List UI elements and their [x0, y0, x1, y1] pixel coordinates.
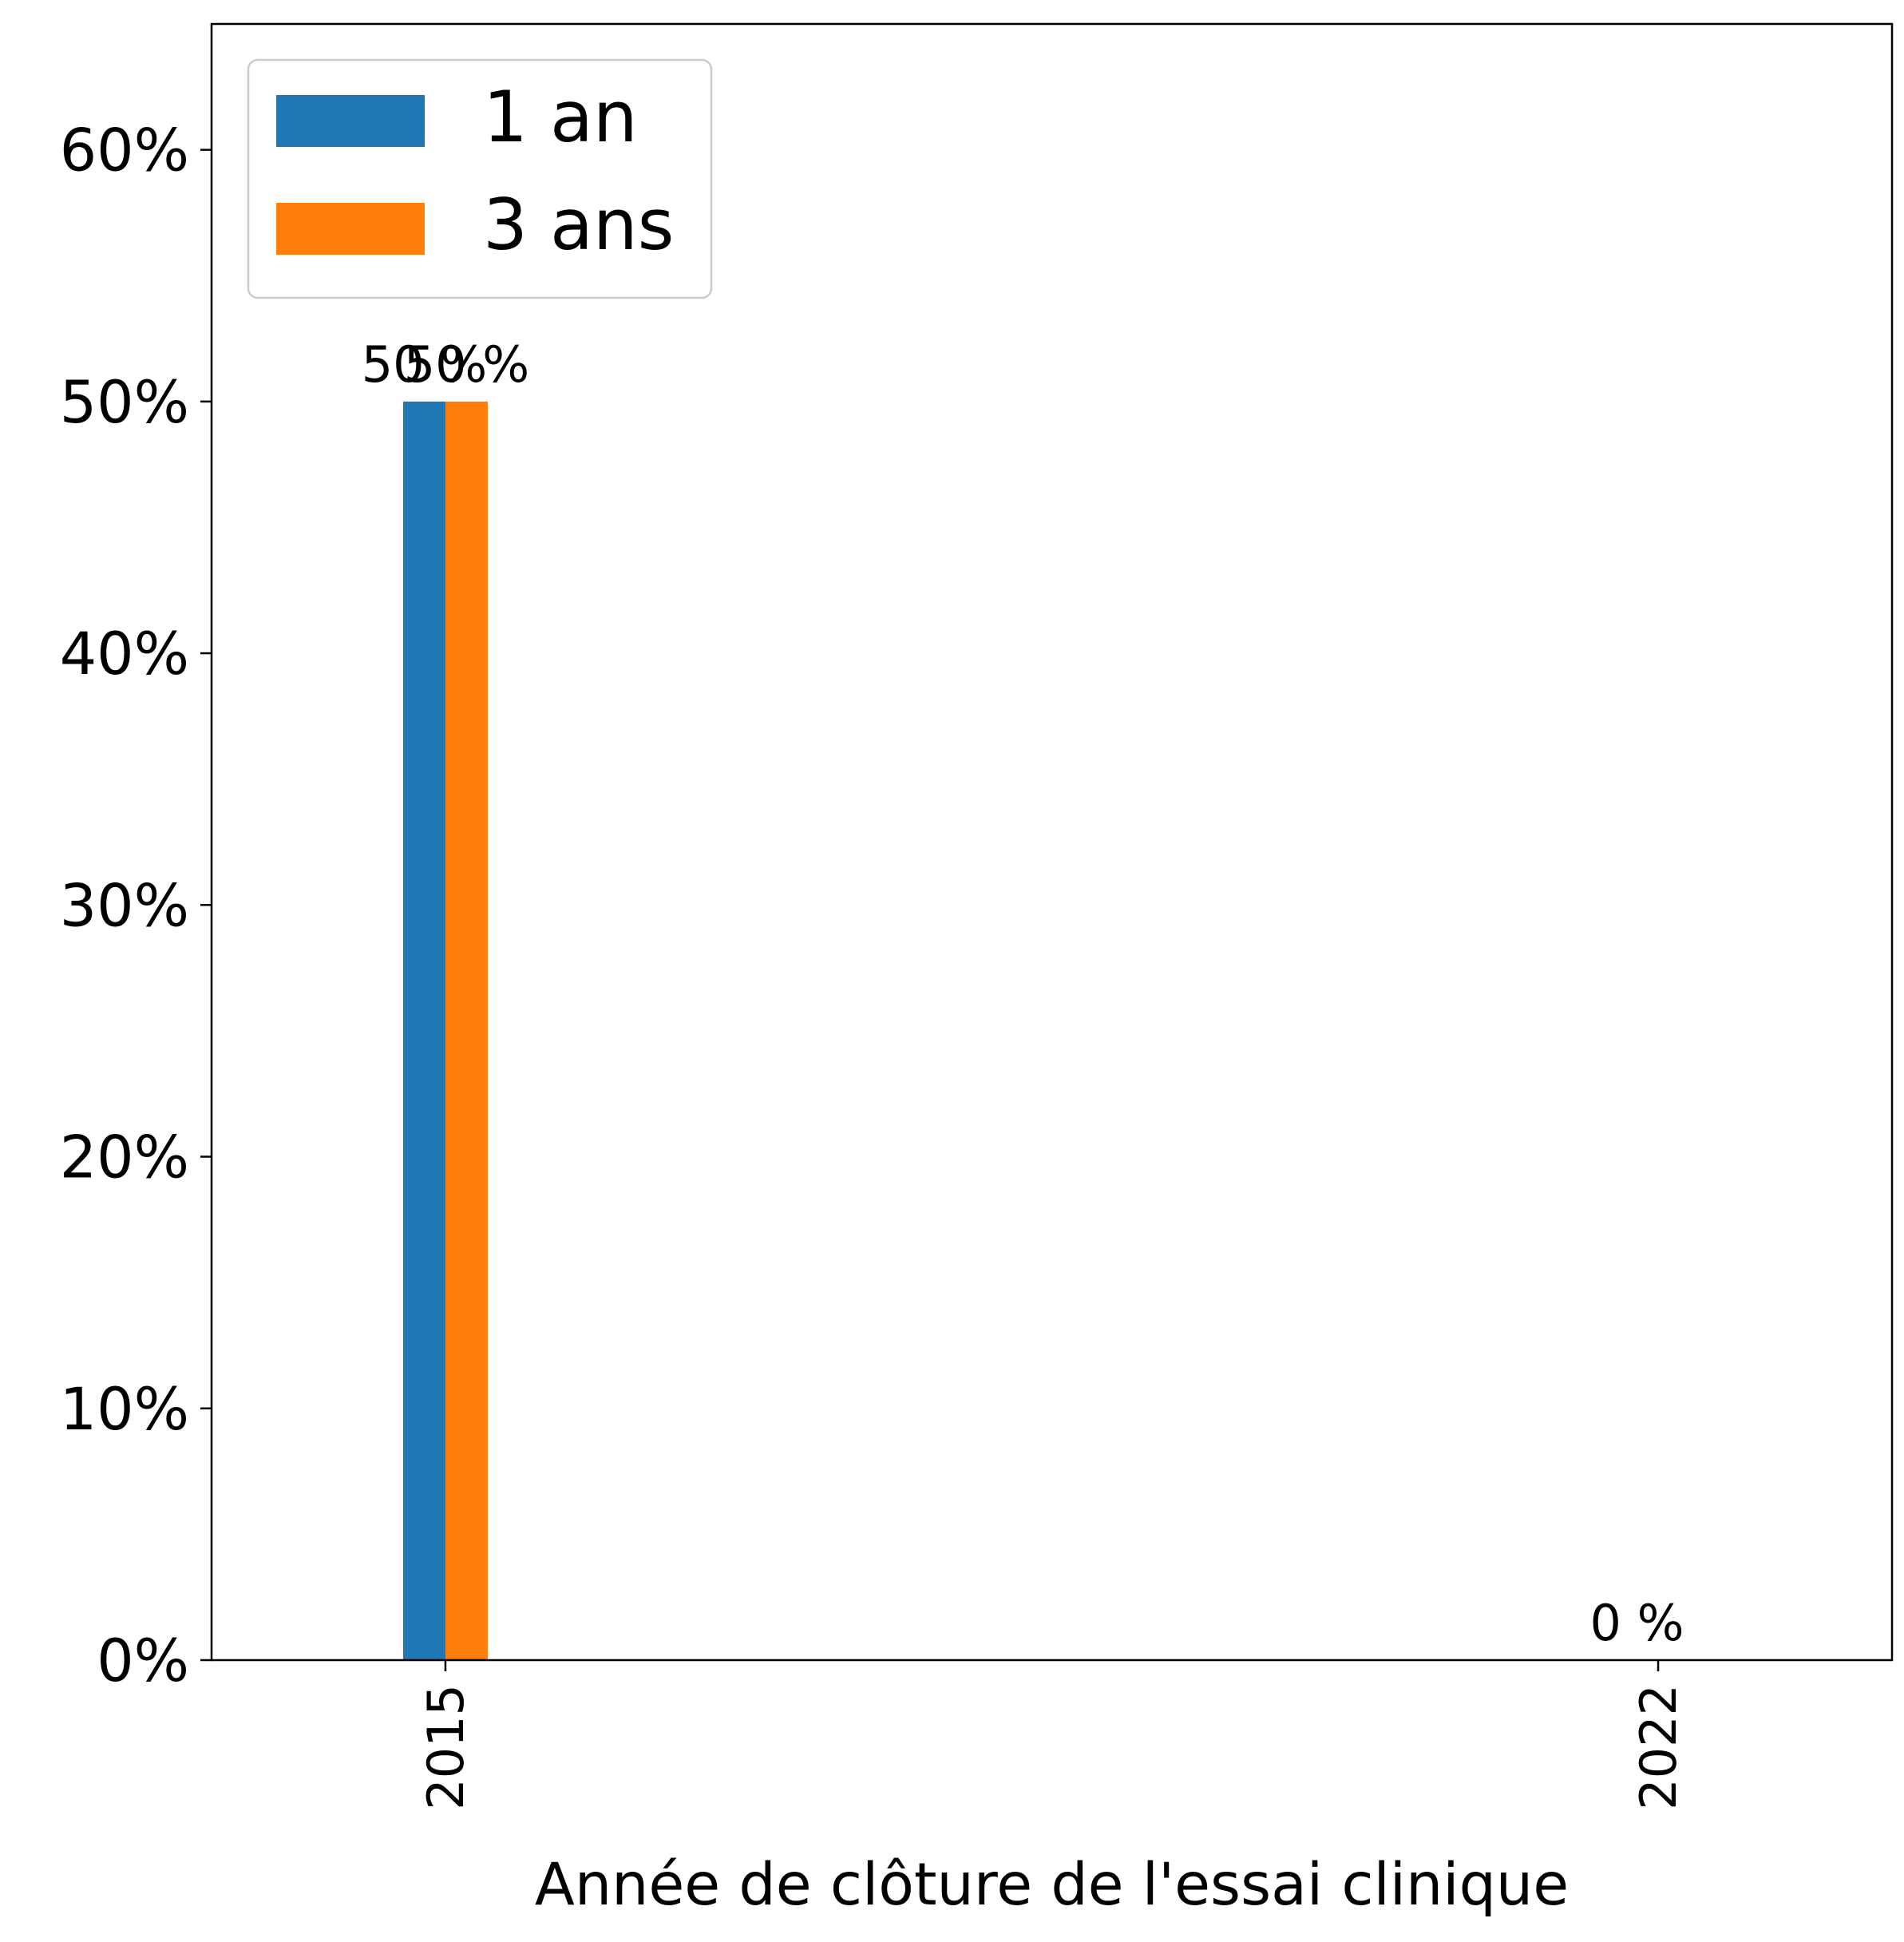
data-label: 50 %	[362, 335, 488, 394]
data-labels-layer: 50 %50 % 0 %	[362, 335, 1684, 1652]
x-tick-label: 2022	[1629, 1684, 1688, 1810]
y-tick-label: 40%	[60, 620, 189, 688]
y-axis: 0% 10% 20% 30% 40% 50% 60%	[60, 117, 212, 1695]
x-axis-label: Année de clôture de l'essai clinique	[535, 1851, 1569, 1919]
y-tick-label: 10%	[60, 1376, 189, 1444]
bar-3-ans-2015	[445, 401, 488, 1660]
legend: 1 an 3 ans	[247, 58, 713, 299]
legend-label: 3 ans	[483, 184, 675, 266]
y-tick-label: 0%	[97, 1627, 189, 1695]
y-tick-label: 60%	[60, 117, 189, 185]
y-tick-label: 30%	[60, 872, 189, 940]
bars-layer	[402, 401, 488, 1660]
data-label: 50 %	[404, 335, 530, 394]
bar-1-an-2015	[402, 401, 445, 1660]
legend-swatch-3-ans	[276, 203, 425, 255]
legend-label: 1 an	[483, 76, 638, 158]
x-tick-label: 2015	[417, 1684, 475, 1810]
data-label: 0 %	[1589, 1594, 1684, 1652]
y-tick-label: 20%	[60, 1124, 189, 1192]
plot-frame	[210, 22, 1894, 1662]
x-axis: 2015 2022	[417, 1660, 1688, 1810]
legend-swatch-1-an	[276, 95, 425, 147]
y-tick-label: 50%	[60, 369, 189, 437]
